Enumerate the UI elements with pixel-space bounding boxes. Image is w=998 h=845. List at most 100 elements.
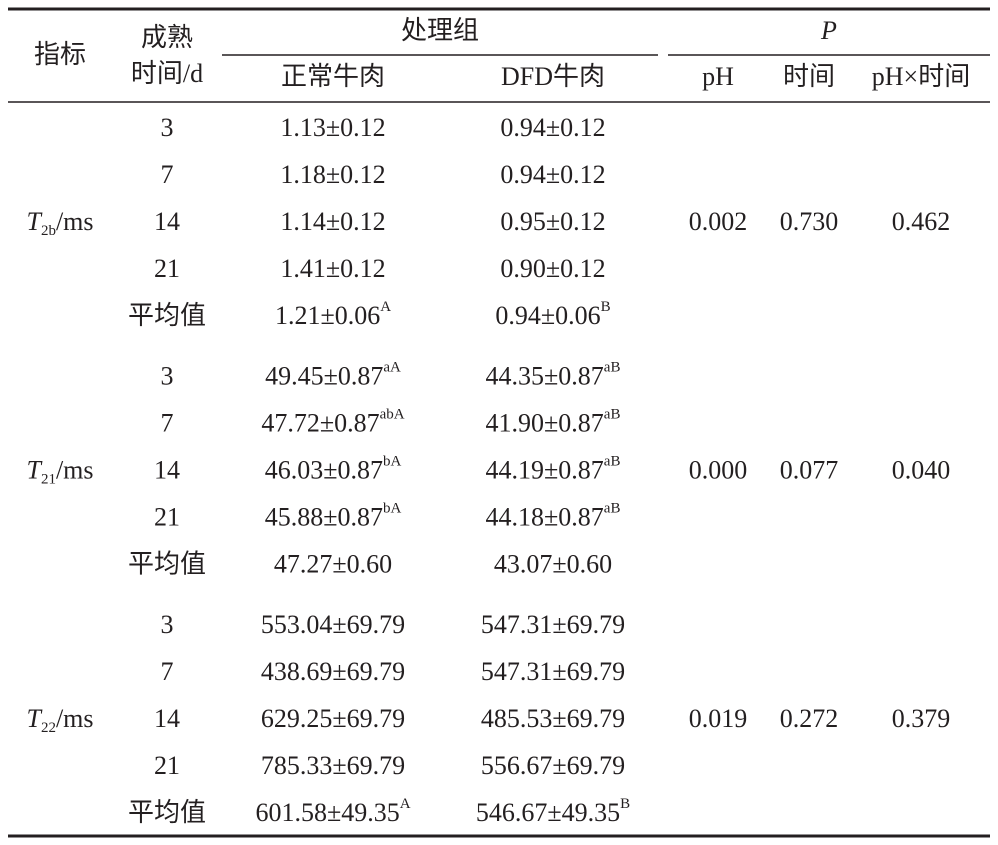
cell-value: 45.88±0.87	[265, 502, 383, 531]
p-cell: 0.379	[892, 704, 951, 733]
superscript: aA	[383, 360, 401, 376]
row-label: T21/ms	[26, 455, 93, 487]
cell-value: 1.41±0.12	[280, 254, 385, 283]
time-cell: 3	[161, 361, 174, 390]
unit: /ms	[56, 704, 94, 733]
time-cell: 14	[154, 455, 180, 484]
superscript: A	[380, 299, 391, 315]
cell-value: 547.31±69.79	[481, 657, 625, 686]
header-cell: pH	[702, 62, 734, 91]
time-cell: 14	[154, 704, 180, 733]
cell-value: 785.33±69.79	[261, 751, 405, 780]
header-cell: 时间/d	[131, 59, 203, 88]
dfd-cell: 41.90±0.87aB	[486, 407, 621, 438]
normal-cell: 438.69±69.79	[261, 657, 405, 686]
row-label: T2b/ms	[26, 207, 93, 239]
cell-value: 556.67±69.79	[481, 751, 625, 780]
normal-cell: 601.58±49.35A	[255, 796, 410, 827]
cell-value: 485.53±69.79	[481, 704, 625, 733]
header-cell: 时间	[783, 62, 835, 91]
p-cell: 0.077	[780, 455, 839, 484]
cell-value: 47.27±0.60	[274, 549, 392, 578]
dfd-cell: 547.31±69.79	[481, 657, 625, 686]
row-label: T22/ms	[26, 704, 93, 736]
subscript: 22	[41, 720, 56, 736]
cell-value: 0.95±0.12	[500, 207, 605, 236]
cell-value: 1.13±0.12	[280, 113, 385, 142]
cell-value: 47.72±0.87	[261, 408, 379, 437]
header-cell: P	[820, 16, 837, 45]
superscript: abA	[380, 407, 405, 423]
symbol: T	[26, 207, 42, 236]
header-cell: 正常牛肉	[281, 62, 385, 91]
cell-value: 438.69±69.79	[261, 657, 405, 686]
dfd-cell: 0.90±0.12	[500, 254, 605, 283]
cell-value: 629.25±69.79	[261, 704, 405, 733]
dfd-cell: 0.94±0.12	[500, 113, 605, 142]
dfd-cell: 547.31±69.79	[481, 610, 625, 639]
header-cell: pH×时间	[872, 62, 970, 91]
cell-value: 1.21±0.06	[275, 301, 380, 330]
normal-cell: 46.03±0.87bA	[265, 454, 402, 485]
normal-cell: 1.18±0.12	[280, 160, 385, 189]
time-cell: 7	[161, 408, 174, 437]
p-cell: 0.040	[892, 455, 951, 484]
superscript: aB	[604, 454, 621, 470]
normal-cell: 553.04±69.79	[261, 610, 405, 639]
superscript: A	[400, 796, 411, 812]
cell-value: 1.14±0.12	[280, 207, 385, 236]
cell-value: 41.90±0.87	[486, 408, 604, 437]
dfd-cell: 0.95±0.12	[500, 207, 605, 236]
superscript: B	[620, 796, 630, 812]
cell-value: 46.03±0.87	[265, 455, 383, 484]
header-cell: 处理组	[401, 16, 479, 45]
normal-cell: 47.27±0.60	[274, 549, 392, 578]
cell-value: 44.35±0.87	[486, 361, 604, 390]
normal-cell: 1.14±0.12	[280, 207, 385, 236]
time-cell: 平均值	[128, 549, 206, 578]
symbol: T	[26, 455, 42, 484]
time-cell: 21	[154, 751, 180, 780]
cell-value: 546.67±49.35	[476, 798, 620, 827]
cell-value: 601.58±49.35	[255, 798, 399, 827]
dfd-cell: 44.19±0.87aB	[486, 454, 621, 485]
p-cell: 0.462	[892, 207, 951, 236]
time-cell: 7	[161, 657, 174, 686]
cell-value: 553.04±69.79	[261, 610, 405, 639]
dfd-cell: 0.94±0.06B	[495, 299, 610, 330]
p-cell: 0.000	[689, 455, 748, 484]
p-cell: 0.019	[689, 704, 748, 733]
cell-value: 1.18±0.12	[280, 160, 385, 189]
p-cell: 0.002	[689, 207, 748, 236]
cell-value: 44.18±0.87	[486, 502, 604, 531]
superscript: aB	[604, 360, 621, 376]
superscript: aB	[604, 501, 621, 517]
time-cell: 21	[154, 254, 180, 283]
cell-value: 44.19±0.87	[486, 455, 604, 484]
dfd-cell: 44.18±0.87aB	[486, 501, 621, 532]
superscript: bA	[383, 454, 402, 470]
subscript: 2b	[41, 223, 56, 239]
superscript: aB	[604, 407, 621, 423]
normal-cell: 1.21±0.06A	[275, 299, 391, 330]
p-cell: 0.272	[780, 704, 839, 733]
normal-cell: 1.41±0.12	[280, 254, 385, 283]
p-cell: 0.730	[780, 207, 839, 236]
subscript: 21	[41, 472, 56, 488]
time-cell: 平均值	[128, 798, 206, 827]
unit: /ms	[56, 207, 94, 236]
cell-value: 0.90±0.12	[500, 254, 605, 283]
normal-cell: 49.45±0.87aA	[265, 360, 401, 391]
time-cell: 3	[161, 113, 174, 142]
normal-cell: 45.88±0.87bA	[265, 501, 402, 532]
dfd-cell: 44.35±0.87aB	[486, 360, 621, 391]
cell-value: 43.07±0.60	[494, 549, 612, 578]
superscript: bA	[383, 501, 402, 517]
symbol: T	[26, 704, 42, 733]
superscript: B	[601, 299, 611, 315]
header-cell: 成熟	[141, 23, 193, 52]
time-cell: 3	[161, 610, 174, 639]
cell-value: 0.94±0.12	[500, 160, 605, 189]
